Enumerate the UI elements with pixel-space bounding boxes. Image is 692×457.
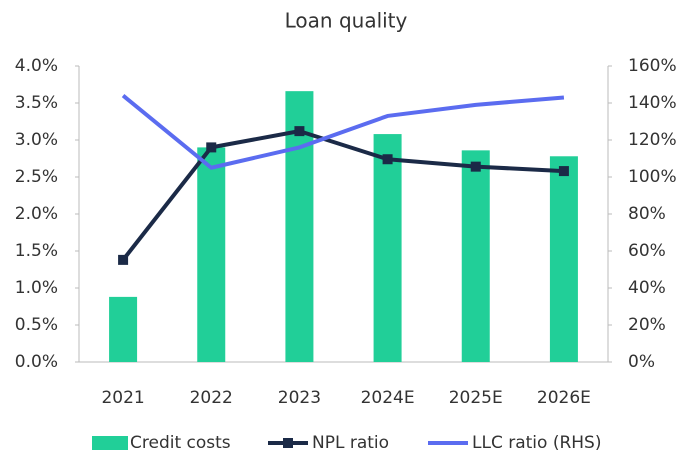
x-tick-label: 2023 — [278, 388, 321, 408]
y-tick-label: 0.5% — [15, 315, 58, 335]
y-tick-label: 1.0% — [15, 278, 58, 298]
x-tick-label: 2022 — [190, 388, 233, 408]
bar — [373, 134, 402, 362]
x-tick-label: 2025E — [449, 388, 503, 408]
y-tick-label: 3.5% — [15, 93, 58, 113]
legend-label: Credit costs — [130, 433, 231, 453]
y2-tick-label: 80% — [628, 204, 666, 224]
y2-tick-label: 40% — [628, 278, 666, 298]
y-tick-label: 0.0% — [15, 352, 58, 372]
y-tick-label: 2.5% — [15, 167, 58, 187]
y2-tick-label: 60% — [628, 241, 666, 261]
legend-label: NPL ratio — [312, 433, 389, 453]
y2-tick-label: 120% — [628, 130, 677, 150]
y-tick-label: 2.0% — [15, 204, 58, 224]
legend-marker — [283, 438, 293, 448]
y2-tick-label: 140% — [628, 93, 677, 113]
y2-tick-label: 100% — [628, 167, 677, 187]
bar — [549, 156, 578, 362]
y2-tick-label: 20% — [628, 315, 666, 335]
marker — [206, 142, 217, 153]
bar — [197, 147, 226, 362]
y-tick-label: 1.5% — [15, 241, 58, 261]
legend-swatch — [92, 436, 128, 450]
marker — [470, 161, 481, 172]
y-tick-label: 4.0% — [15, 56, 58, 76]
marker — [558, 166, 569, 177]
y-tick-label: 3.0% — [15, 130, 58, 150]
bar — [461, 150, 490, 362]
chart-title: Loan quality — [285, 9, 408, 33]
line — [121, 129, 565, 262]
line — [121, 94, 565, 170]
marker — [294, 126, 305, 137]
x-tick-label: 2021 — [101, 388, 144, 408]
marker — [382, 154, 393, 165]
bar — [109, 296, 138, 362]
bar — [285, 91, 314, 362]
x-tick-label: 2024E — [361, 388, 415, 408]
marker — [118, 254, 129, 265]
y2-tick-label: 0% — [628, 352, 655, 372]
y2-tick-label: 160% — [628, 56, 677, 76]
x-tick-label: 2026E — [537, 388, 591, 408]
legend-label: LLC ratio (RHS) — [472, 433, 601, 453]
